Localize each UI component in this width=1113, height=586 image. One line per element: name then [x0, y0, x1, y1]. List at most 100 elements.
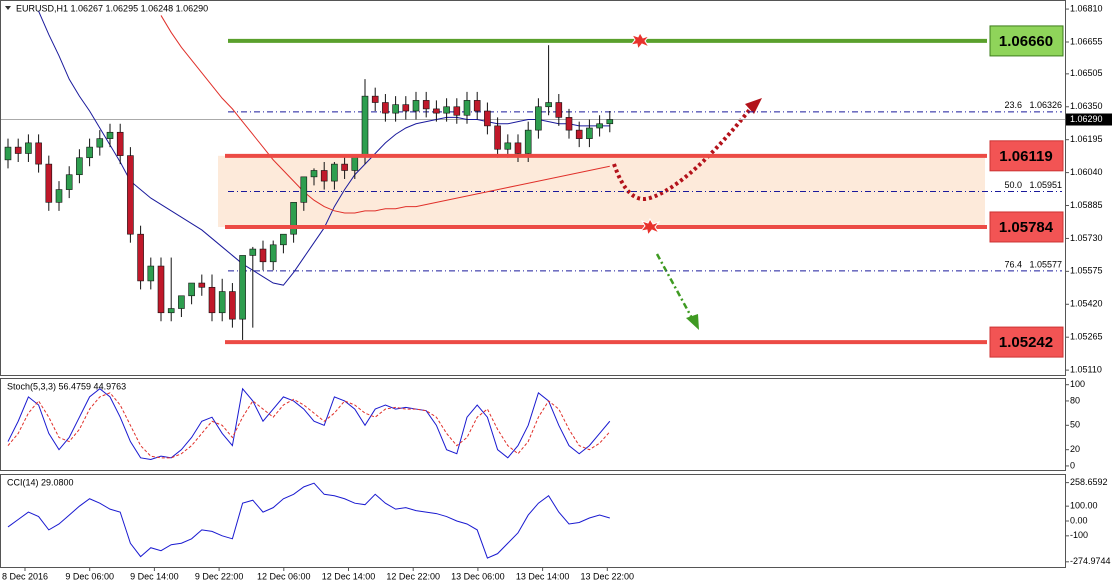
x-tick-label: 13 Dec 14:00	[516, 571, 570, 581]
candle-body	[65, 174, 73, 190]
cci-title: CCI(14) 29.0800	[7, 477, 74, 487]
candle-body	[433, 108, 440, 114]
stoch-title: Stoch(5,3,3) 56.4759 44.9763	[7, 381, 126, 391]
y-tick-label: 1.05110	[1070, 364, 1102, 374]
candle-body	[269, 244, 277, 263]
fib-price: 1.05577	[1029, 259, 1062, 269]
x-tick-label: 13 Dec 06:00	[451, 571, 505, 581]
candle-body	[331, 163, 338, 182]
level-label: 1.06119	[999, 148, 1052, 165]
level-label: 1.05242	[999, 334, 1053, 351]
x-tick-label: 12 Dec 14:00	[322, 571, 376, 581]
candle-body	[575, 129, 583, 139]
candle-body	[524, 129, 532, 154]
y-tick-label: 100	[1070, 379, 1085, 389]
chart-title: EURUSD,H1 1.06267 1.06295 1.06248 1.0629…	[16, 3, 208, 13]
candle-body	[422, 100, 430, 110]
current-price-label: 1.06290	[1070, 114, 1103, 124]
y-tick-label: 100.00	[1070, 501, 1098, 511]
candle-body	[412, 100, 420, 112]
level-box	[989, 140, 1064, 172]
candle-body	[545, 102, 552, 108]
candle-body	[341, 163, 348, 171]
candle-body	[310, 170, 318, 178]
candle-body	[4, 146, 12, 161]
level-label: 1.05784	[999, 219, 1054, 236]
y-tick-label: 1.06040	[1070, 167, 1103, 177]
menu-arrow	[5, 6, 11, 10]
x-tick-label: 8 Dec 2016	[2, 571, 48, 581]
candle-body	[392, 104, 399, 114]
candle-body	[504, 142, 512, 150]
candle-body	[463, 100, 471, 116]
candle-body	[116, 131, 124, 156]
y-tick-label: 0	[1070, 460, 1075, 470]
candle-body	[484, 110, 491, 127]
fib-price: 1.06326	[1029, 100, 1062, 110]
candle-body	[178, 295, 185, 309]
y-tick-label: -100	[1070, 530, 1088, 540]
candle-body	[167, 308, 175, 314]
flash-icon	[639, 217, 661, 237]
candle-body	[351, 155, 359, 171]
candle-body	[106, 131, 114, 139]
line-series	[7, 482, 610, 559]
line-series	[7, 392, 611, 459]
candle-body	[494, 125, 501, 150]
stoch-panel	[0, 378, 1066, 471]
x-tick-label: 9 Dec 06:00	[65, 571, 114, 581]
candle-body	[86, 146, 93, 159]
y-tick-label: -274.9744	[1070, 556, 1111, 566]
current-price-box	[1066, 113, 1112, 126]
y-tick-label: 1.06810	[1070, 3, 1103, 13]
candle-body	[147, 265, 155, 282]
fib-ratio: 50.0	[1004, 180, 1022, 190]
x-tick-label: 9 Dec 22:00	[195, 571, 244, 581]
y-tick-label: 1.05575	[1070, 266, 1103, 276]
candle-body	[382, 102, 389, 114]
y-tick-label: 50	[1070, 420, 1080, 430]
candle-body	[25, 142, 32, 154]
y-tick-label: 1.06195	[1070, 134, 1103, 144]
candle-body	[259, 248, 267, 263]
candle-body	[280, 233, 287, 246]
level-label: 1.06660	[999, 33, 1053, 50]
candle-body	[586, 127, 593, 139]
candle-body	[290, 202, 297, 235]
line-series	[160, 15, 610, 214]
fib-ratio: 23.6	[1004, 100, 1022, 110]
y-tick-label: 1.06505	[1070, 68, 1103, 78]
candle-body	[76, 157, 83, 176]
y-tick-label: 1.06655	[1070, 36, 1103, 46]
y-tick-label: 1.05730	[1070, 233, 1103, 243]
candle-body	[188, 282, 195, 297]
fib-price: 1.05951	[1029, 180, 1062, 190]
down-arrow	[655, 253, 695, 321]
y-tick-label: 1.05265	[1070, 332, 1103, 342]
candle-body	[14, 146, 22, 154]
up-arrow-head	[745, 98, 762, 114]
candle-body	[555, 102, 563, 118]
candle-body	[249, 248, 257, 256]
candle-body	[371, 95, 379, 103]
candle-body	[218, 291, 226, 314]
y-tick-label: 0.00	[1070, 515, 1088, 525]
up-arrow	[612, 101, 757, 201]
candle-body	[127, 155, 134, 235]
down-arrow-head	[686, 314, 699, 330]
y-tick-label: 20	[1070, 444, 1080, 454]
candle-body	[239, 255, 246, 320]
candle-body	[596, 123, 603, 129]
candle-body	[606, 119, 614, 125]
candle-body	[361, 95, 369, 156]
candle-body	[514, 142, 522, 154]
y-tick-label: 1.05885	[1070, 200, 1103, 210]
x-tick-label: 12 Dec 06:00	[257, 571, 311, 581]
level-box	[989, 25, 1064, 57]
candle-body	[453, 106, 461, 116]
x-tick-label: 9 Dec 14:00	[130, 571, 179, 581]
candle-body	[535, 106, 542, 131]
level-box	[989, 326, 1064, 358]
level-box	[989, 211, 1064, 243]
candle-body	[35, 142, 42, 165]
